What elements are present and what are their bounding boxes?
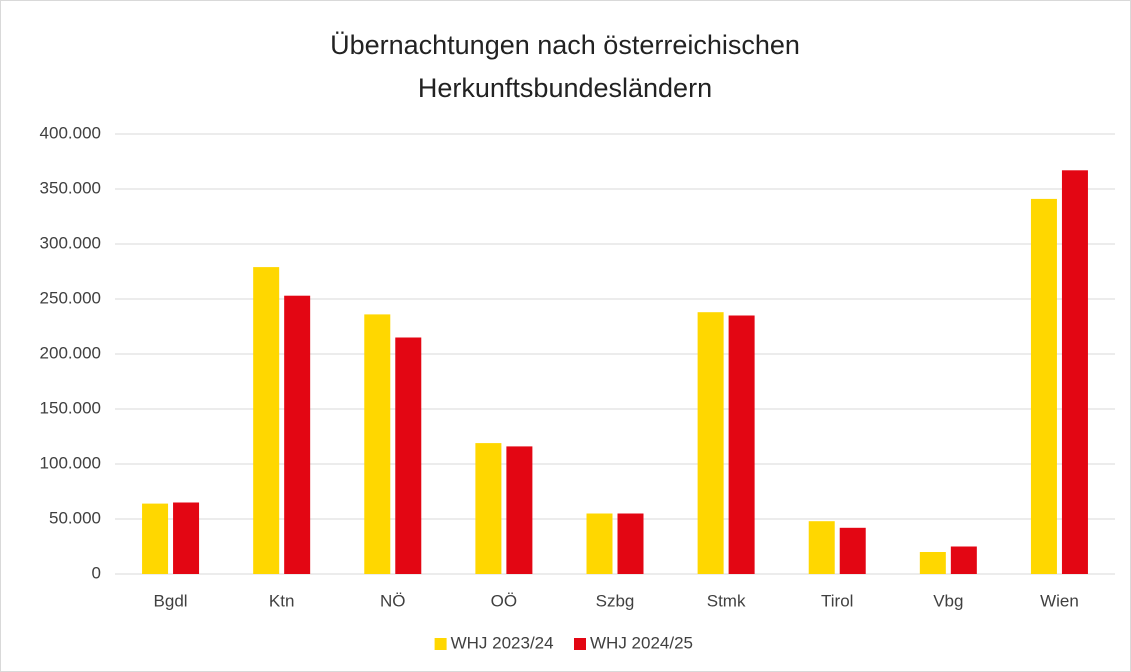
- y-tick-label: 200.000: [40, 343, 101, 362]
- y-tick-label: 400.000: [40, 123, 101, 142]
- bar: [395, 337, 422, 574]
- x-tick-label: Vbg: [933, 591, 963, 610]
- bar: [919, 552, 946, 574]
- y-tick-label: 350.000: [40, 178, 101, 197]
- legend-label: WHJ 2023/24: [451, 633, 554, 652]
- y-tick-label: 50.000: [49, 508, 101, 527]
- x-tick-label: Bgdl: [154, 591, 188, 610]
- bar: [839, 527, 866, 574]
- bar: [808, 521, 835, 574]
- y-tick-label: 300.000: [40, 233, 101, 252]
- x-tick-label: Tirol: [821, 591, 853, 610]
- x-tick-label: Stmk: [707, 591, 746, 610]
- chart-title: Herkunftsbundesländern: [418, 73, 712, 103]
- bar: [1061, 170, 1088, 575]
- bar: [173, 502, 200, 574]
- bar: [586, 513, 613, 574]
- x-tick-label: Wien: [1040, 591, 1079, 610]
- legend-swatch: [434, 638, 447, 650]
- bar: [364, 314, 391, 574]
- bar: [697, 312, 724, 574]
- x-tick-label: NÖ: [380, 591, 406, 610]
- bar: [617, 513, 644, 574]
- y-tick-label: 150.000: [40, 398, 101, 417]
- bar: [1030, 198, 1057, 574]
- bar: [950, 546, 977, 574]
- x-tick-label: Ktn: [269, 591, 295, 610]
- x-tick-label: OÖ: [491, 591, 517, 610]
- y-tick-label: 0: [92, 563, 101, 582]
- bar: [142, 503, 169, 574]
- bar: [284, 295, 311, 574]
- chart-title: Übernachtungen nach österreichischen: [330, 30, 800, 60]
- legend-label: WHJ 2024/25: [590, 633, 693, 652]
- bar: [475, 443, 502, 574]
- x-tick-label: Szbg: [596, 591, 635, 610]
- y-tick-label: 100.000: [40, 453, 101, 472]
- bar: [506, 446, 533, 574]
- y-tick-label: 250.000: [40, 288, 101, 307]
- bar: [728, 315, 755, 574]
- bar: [253, 267, 280, 574]
- legend-swatch: [574, 638, 586, 650]
